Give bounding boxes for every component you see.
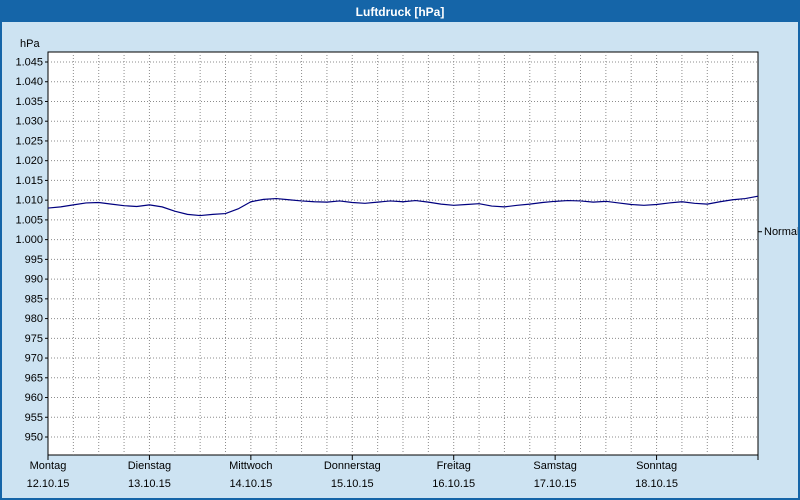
x-day-label: Freitag <box>437 460 471 472</box>
y-tick-label: 1.010 <box>15 195 43 207</box>
normal-marker-label: Normal <box>764 226 798 238</box>
x-day-label: Donnerstag <box>324 460 381 472</box>
x-date-label: 17.10.15 <box>534 478 577 490</box>
y-tick-label: 1.035 <box>15 96 43 108</box>
y-tick-label: 965 <box>25 372 43 384</box>
y-tick-label: 1.030 <box>15 116 43 128</box>
y-tick-label: 990 <box>25 274 43 286</box>
x-date-label: 15.10.15 <box>331 478 374 490</box>
normal-marker: Normal <box>758 226 798 238</box>
y-tick-label: 975 <box>25 333 43 345</box>
y-axis-unit-label: hPa <box>20 38 40 50</box>
y-tick-label: 1.045 <box>15 57 43 69</box>
x-day-label: Sonntag <box>636 460 677 472</box>
y-tick-label: 970 <box>25 353 43 365</box>
x-day-label: Mittwoch <box>229 460 272 472</box>
x-date-label: 16.10.15 <box>432 478 475 490</box>
pressure-series-line <box>47 195 759 217</box>
y-tick-label: 1.020 <box>15 155 43 167</box>
x-date-label: 18.10.15 <box>635 478 678 490</box>
y-tick-label: 960 <box>25 392 43 404</box>
y-tick-label: 1.005 <box>15 214 43 226</box>
y-tick-label: 1.000 <box>15 234 43 246</box>
y-tick-label: 980 <box>25 313 43 325</box>
x-date-label: 13.10.15 <box>128 478 171 490</box>
y-tick-label: 1.040 <box>15 76 43 88</box>
title-bar: Luftdruck [hPa] <box>2 2 798 22</box>
y-tick-label: 1.025 <box>15 135 43 147</box>
chart-area: 1.045 1.040 1.035 1.030 1.025 1.020 1.015 1.010… <box>2 22 798 498</box>
grid-lines <box>48 52 758 455</box>
y-tick-label: 995 <box>25 254 43 266</box>
y-tick-label: 950 <box>25 432 43 444</box>
x-day-label: Samstag <box>533 460 576 472</box>
x-day-label: Dienstag <box>128 460 171 472</box>
y-tick-label: 985 <box>25 293 43 305</box>
x-axis-labels: Montag 12.10.15 Dienstag 13.10.15 Mittwoch 14… <box>27 455 759 490</box>
x-day-label: Montag <box>30 460 67 472</box>
y-tick-label: 955 <box>25 412 43 424</box>
x-date-label: 12.10.15 <box>27 478 70 490</box>
y-axis-labels: 1.045 1.040 1.035 1.030 1.025 1.020 1.015 1.010… <box>15 38 48 444</box>
chart-title: Luftdruck [hPa] <box>355 5 445 19</box>
y-tick-label: 1.015 <box>15 175 43 187</box>
x-date-label: 14.10.15 <box>229 478 272 490</box>
pressure-line-chart: 1.045 1.040 1.035 1.030 1.025 1.020 1.015 1.010… <box>15 38 798 490</box>
